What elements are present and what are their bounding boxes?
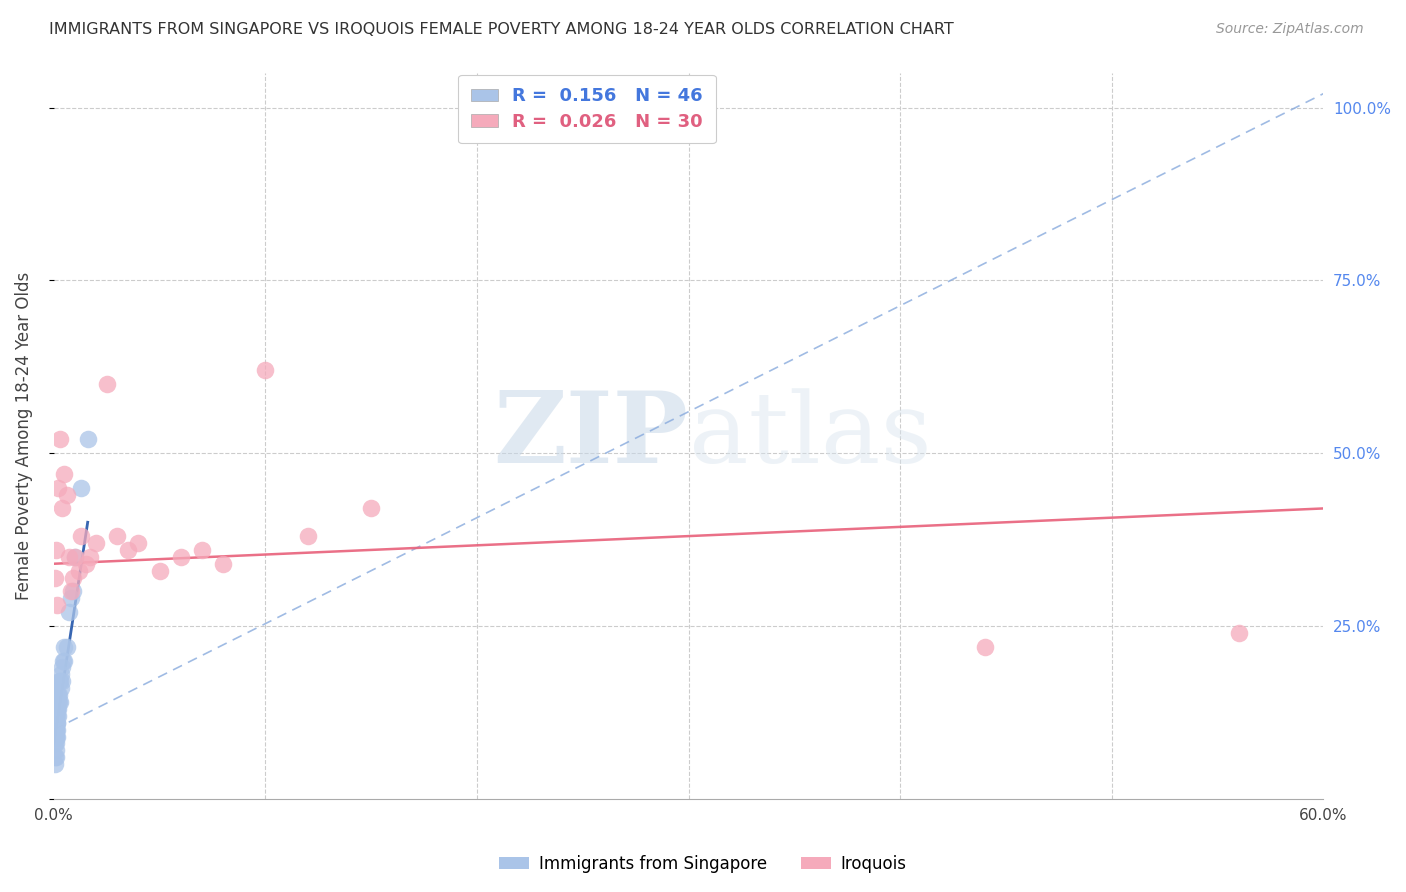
Point bbox=[46, 715, 69, 730]
Point bbox=[117, 543, 139, 558]
Point bbox=[44, 708, 66, 723]
Point bbox=[45, 736, 67, 750]
Point bbox=[84, 536, 107, 550]
Point bbox=[67, 564, 90, 578]
Point bbox=[46, 708, 69, 723]
Point bbox=[46, 708, 69, 723]
Point bbox=[45, 730, 67, 744]
Point bbox=[49, 433, 72, 447]
Point bbox=[51, 667, 73, 681]
Point bbox=[44, 743, 66, 757]
Point bbox=[46, 723, 69, 737]
Y-axis label: Female Poverty Among 18-24 Year Olds: Female Poverty Among 18-24 Year Olds bbox=[15, 272, 32, 600]
Point bbox=[45, 708, 67, 723]
Point bbox=[44, 723, 66, 737]
Point bbox=[53, 467, 76, 481]
Point bbox=[45, 702, 67, 716]
Point bbox=[105, 529, 128, 543]
Point bbox=[45, 715, 67, 730]
Point bbox=[212, 557, 235, 571]
Point bbox=[45, 730, 67, 744]
Point bbox=[96, 377, 118, 392]
Point bbox=[170, 549, 193, 564]
Point bbox=[49, 674, 72, 689]
Point bbox=[44, 715, 66, 730]
Point bbox=[48, 695, 70, 709]
Point bbox=[53, 653, 76, 667]
Point bbox=[44, 730, 66, 744]
Point bbox=[45, 702, 67, 716]
Text: Source: ZipAtlas.com: Source: ZipAtlas.com bbox=[1216, 22, 1364, 37]
Point bbox=[44, 736, 66, 750]
Legend: R =  0.156   N = 46, R =  0.026   N = 30: R = 0.156 N = 46, R = 0.026 N = 30 bbox=[458, 75, 716, 144]
Point bbox=[52, 653, 75, 667]
Point bbox=[58, 549, 80, 564]
Point bbox=[70, 481, 93, 495]
Point bbox=[254, 363, 277, 377]
Point bbox=[44, 757, 66, 772]
Text: IMMIGRANTS FROM SINGAPORE VS IROQUOIS FEMALE POVERTY AMONG 18-24 YEAR OLDS CORRE: IMMIGRANTS FROM SINGAPORE VS IROQUOIS FE… bbox=[49, 22, 953, 37]
Point bbox=[76, 433, 98, 447]
Point bbox=[59, 591, 82, 606]
Point bbox=[149, 564, 172, 578]
Point bbox=[191, 543, 214, 558]
Point bbox=[79, 549, 101, 564]
Point bbox=[46, 598, 69, 612]
Point bbox=[45, 688, 67, 702]
Text: ZIP: ZIP bbox=[494, 387, 689, 484]
Legend: Immigrants from Singapore, Iroquois: Immigrants from Singapore, Iroquois bbox=[492, 848, 914, 880]
Point bbox=[59, 584, 82, 599]
Point bbox=[49, 681, 72, 695]
Point bbox=[48, 674, 70, 689]
Point bbox=[51, 674, 73, 689]
Point bbox=[49, 695, 72, 709]
Point bbox=[297, 529, 319, 543]
Point bbox=[44, 570, 66, 584]
Point bbox=[45, 723, 67, 737]
Point bbox=[973, 640, 995, 654]
Point bbox=[46, 695, 69, 709]
Point bbox=[45, 723, 67, 737]
Point bbox=[63, 549, 86, 564]
Point bbox=[48, 688, 70, 702]
Point bbox=[62, 570, 84, 584]
Point bbox=[45, 543, 67, 558]
Point bbox=[1227, 625, 1250, 640]
Point bbox=[46, 702, 69, 716]
Point bbox=[46, 688, 69, 702]
Point bbox=[45, 750, 67, 764]
Point bbox=[51, 660, 73, 674]
Point bbox=[53, 640, 76, 654]
Point bbox=[70, 529, 93, 543]
Point bbox=[360, 501, 382, 516]
Point bbox=[127, 536, 149, 550]
Point bbox=[51, 501, 73, 516]
Point bbox=[58, 605, 80, 619]
Point bbox=[63, 549, 86, 564]
Text: atlas: atlas bbox=[689, 388, 931, 483]
Point bbox=[48, 702, 70, 716]
Point bbox=[55, 640, 77, 654]
Point bbox=[62, 584, 84, 599]
Point bbox=[75, 557, 97, 571]
Point bbox=[46, 481, 69, 495]
Point bbox=[55, 488, 77, 502]
Point bbox=[44, 750, 66, 764]
